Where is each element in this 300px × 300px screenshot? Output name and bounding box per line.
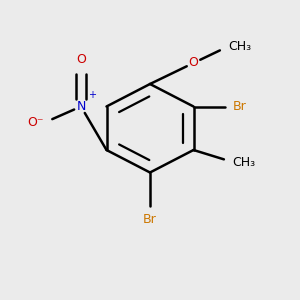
Text: O⁻: O⁻ [27, 116, 44, 130]
Text: +: + [88, 91, 96, 100]
Text: O: O [189, 56, 198, 70]
Text: CH₃: CH₃ [228, 40, 251, 53]
Text: N: N [76, 100, 86, 113]
Text: CH₃: CH₃ [232, 155, 256, 169]
Text: Br: Br [143, 213, 157, 226]
Text: O: O [76, 53, 86, 66]
Text: Br: Br [232, 100, 246, 113]
